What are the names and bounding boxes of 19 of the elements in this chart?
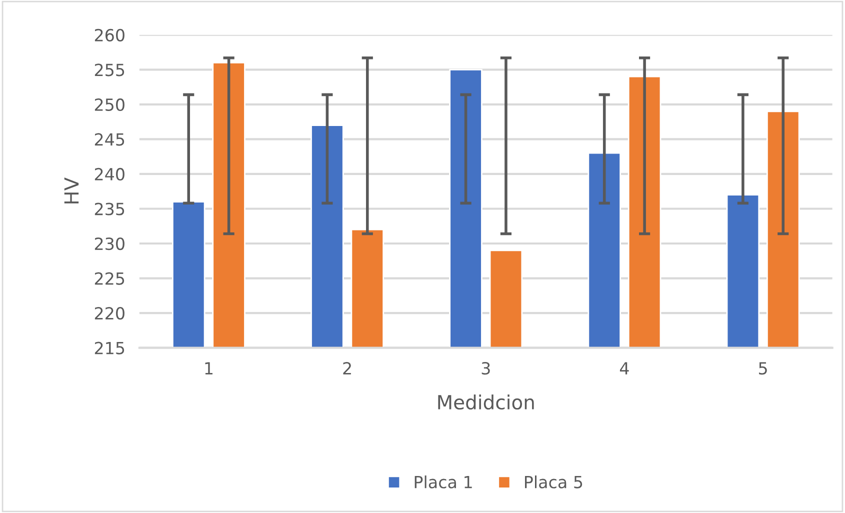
- x-tick-label: 4: [620, 362, 629, 374]
- y-tick-label: 250: [94, 98, 124, 111]
- y-tick-label: 240: [94, 168, 124, 181]
- legend-label: Placa 1: [414, 475, 472, 488]
- x-tick-label: 1: [205, 362, 212, 374]
- x-axis-title: Medidcion: [438, 394, 534, 410]
- x-tick-label: 5: [759, 362, 767, 375]
- legend-label: Placa 5: [525, 475, 582, 488]
- x-tick-label: 3: [482, 362, 490, 375]
- y-tick-label: 225: [94, 272, 124, 285]
- y-tick-label: 245: [94, 133, 124, 146]
- y-tick-label: 235: [94, 202, 124, 216]
- y-axis-title: HV: [64, 178, 79, 204]
- y-tick-label: 260: [94, 28, 124, 42]
- y-tick-label: 255: [94, 64, 124, 76]
- y-tick-label: 230: [94, 237, 124, 250]
- y-tick-label: 220: [94, 307, 124, 320]
- x-tick-label: 2: [343, 362, 351, 374]
- y-tick-label: 215: [94, 342, 124, 354]
